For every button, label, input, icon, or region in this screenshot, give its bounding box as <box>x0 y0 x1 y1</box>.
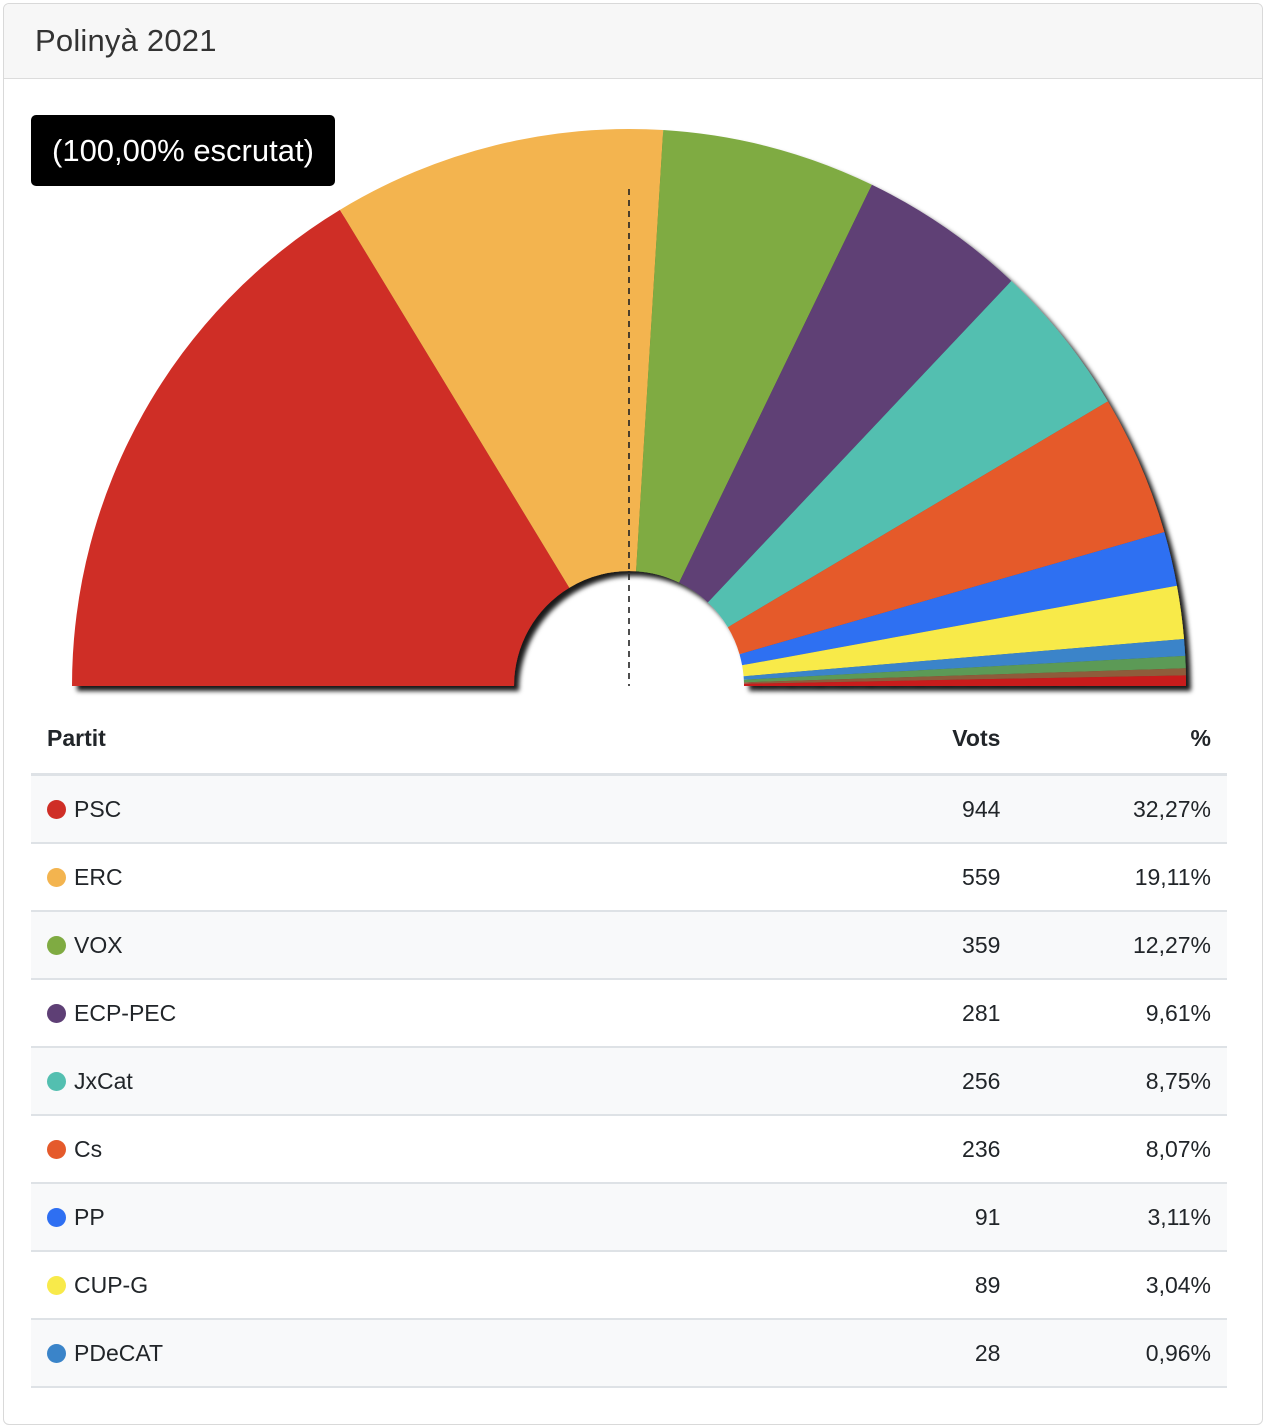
party-votes: 281 <box>863 979 1017 1048</box>
party-cell: PSC <box>31 774 863 844</box>
results-table: Partit Vots % PSC 944 32,27% ERC 559 19,11% VO… <box>31 703 1227 1388</box>
slice-psc <box>72 209 570 686</box>
slice-other-1 <box>743 668 1186 684</box>
table-row: PDeCAT 28 0,96% <box>31 1319 1227 1388</box>
party-name: PP <box>74 1203 105 1230</box>
party-votes: 944 <box>863 774 1017 844</box>
party-cell: ECP-PEC <box>31 979 863 1048</box>
party-color-dot <box>47 1071 66 1091</box>
party-percent: 32,27% <box>1016 774 1227 844</box>
party-color-dot <box>47 935 66 955</box>
hemicycle-chart <box>0 78 1258 708</box>
escrutat-badge: (100,00% escrutat) <box>31 115 335 186</box>
party-name: VOX <box>74 931 123 958</box>
party-color-dot <box>47 1003 66 1023</box>
party-name: CUP-G <box>74 1271 149 1298</box>
results-table-body: PSC 944 32,27% ERC 559 19,11% VOX 359 12,27% ECP-… <box>31 774 1227 1388</box>
party-percent: 12,27% <box>1016 911 1227 980</box>
slice-pdecat <box>743 638 1186 680</box>
party-cell: JxCat <box>31 1047 863 1116</box>
party-name: PDeCAT <box>74 1339 164 1366</box>
slice-erc <box>339 129 664 588</box>
party-cell: ERC <box>31 843 863 912</box>
party-percent: 3,11% <box>1016 1183 1227 1252</box>
party-percent: 9,61% <box>1016 979 1227 1048</box>
table-row: PP 91 3,11% <box>31 1183 1227 1252</box>
party-votes: 236 <box>863 1115 1017 1184</box>
party-percent: 19,11% <box>1016 843 1227 912</box>
party-name: Cs <box>74 1135 103 1162</box>
party-color-dot <box>47 867 66 887</box>
party-name: ECP-PEC <box>74 999 177 1026</box>
party-votes: 256 <box>863 1047 1017 1116</box>
slice-other-2 <box>743 675 1186 686</box>
slice-vox <box>636 130 872 583</box>
slice-other-0 <box>743 655 1186 683</box>
table-header-row: Partit Vots % <box>31 703 1227 776</box>
table-row: Cs 236 8,07% <box>31 1115 1227 1184</box>
table-row: ERC 559 19,11% <box>31 843 1227 912</box>
table-row: CUP-G 89 3,04% <box>31 1251 1227 1320</box>
party-cell: PDeCAT <box>31 1319 863 1388</box>
party-cell: CUP-G <box>31 1251 863 1320</box>
party-percent: 3,04% <box>1016 1251 1227 1320</box>
panel-header: Polinyà 2021 <box>4 4 1262 79</box>
party-votes: 89 <box>863 1251 1017 1320</box>
party-cell: VOX <box>31 911 863 980</box>
party-votes: 559 <box>863 843 1017 912</box>
party-name: PSC <box>74 795 122 822</box>
slices-group <box>72 129 1186 686</box>
party-color-dot <box>47 1275 66 1295</box>
slice-cup-g <box>742 585 1185 677</box>
party-cell: PP <box>31 1183 863 1252</box>
party-color-dot <box>47 1343 66 1363</box>
party-percent: 8,75% <box>1016 1047 1227 1116</box>
page-title: Polinyà 2021 <box>35 23 217 58</box>
votes-column-header: Vots <box>863 703 1017 776</box>
slice-ecp-pec <box>679 184 1012 603</box>
table-row: VOX 359 12,27% <box>31 911 1227 980</box>
party-name: JxCat <box>74 1067 133 1094</box>
party-color-dot <box>47 799 66 819</box>
table-row: JxCat 256 8,75% <box>31 1047 1227 1116</box>
table-row: PSC 944 32,27% <box>31 774 1227 844</box>
percent-column-header: % <box>1016 703 1227 776</box>
party-color-dot <box>47 1139 66 1159</box>
party-votes: 28 <box>863 1319 1017 1388</box>
slice-cs <box>727 401 1165 655</box>
hemicycle-svg <box>72 129 1186 686</box>
party-percent: 8,07% <box>1016 1115 1227 1184</box>
party-votes: 359 <box>863 911 1017 980</box>
party-percent: 0,96% <box>1016 1319 1227 1388</box>
party-color-dot <box>47 1207 66 1227</box>
party-votes: 91 <box>863 1183 1017 1252</box>
slice-pp <box>739 532 1177 666</box>
party-column-header: Partit <box>31 703 863 776</box>
party-name: ERC <box>74 863 123 890</box>
table-row: ECP-PEC 281 9,61% <box>31 979 1227 1048</box>
party-cell: Cs <box>31 1115 863 1184</box>
slice-jxcat <box>707 280 1108 628</box>
